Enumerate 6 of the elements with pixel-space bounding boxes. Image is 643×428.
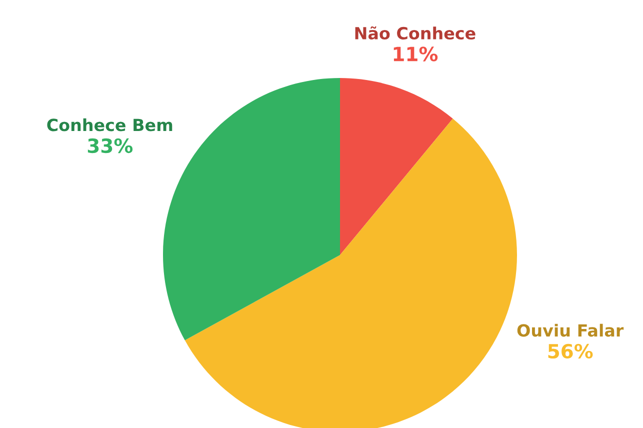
slice-label: Ouviu Falar	[517, 324, 624, 337]
slice-label: Não Conhece	[355, 26, 476, 40]
data-label: 11%	[394, 46, 438, 62]
slice-label: Conhece Bem	[47, 118, 172, 132]
data-label: 33%	[88, 138, 133, 154]
data-label: 56%	[548, 344, 593, 359]
